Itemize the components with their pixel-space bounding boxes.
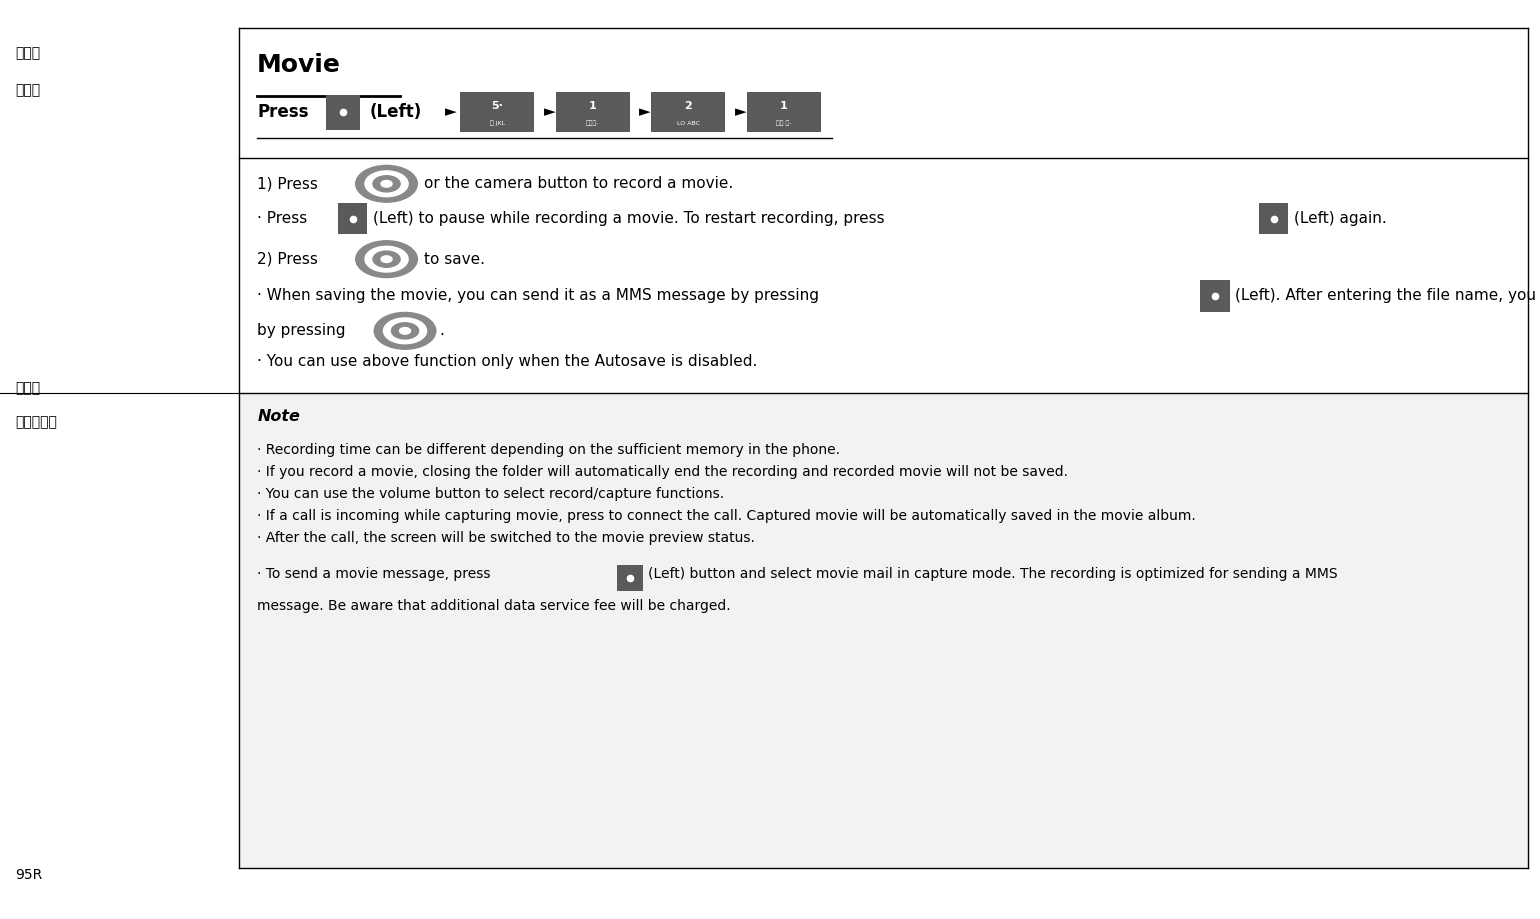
- Text: ►: ►: [544, 105, 556, 119]
- Circle shape: [374, 312, 436, 349]
- Text: 동영샘추영: 동영샘추영: [15, 415, 57, 429]
- FancyBboxPatch shape: [556, 92, 630, 132]
- Circle shape: [399, 327, 411, 335]
- FancyBboxPatch shape: [337, 203, 367, 234]
- Text: 95R: 95R: [15, 868, 43, 882]
- FancyBboxPatch shape: [326, 95, 360, 130]
- Text: · When saving the movie, you can send it as a MMS message by pressing: · When saving the movie, you can send it…: [257, 289, 819, 303]
- FancyBboxPatch shape: [651, 92, 725, 132]
- Circle shape: [380, 180, 393, 187]
- FancyBboxPatch shape: [239, 393, 1528, 868]
- Text: 동영상: 동영상: [15, 83, 40, 96]
- Text: to save.: to save.: [424, 252, 485, 267]
- Text: (Left) again.: (Left) again.: [1294, 211, 1386, 226]
- Text: (Left) button and select movie mail in capture mode. The recording is optimized : (Left) button and select movie mail in c…: [648, 567, 1338, 581]
- Text: LO ABC: LO ABC: [678, 120, 699, 126]
- Text: message. Be aware that additional data service fee will be charged.: message. Be aware that additional data s…: [257, 599, 732, 613]
- Text: · To send a movie message, press: · To send a movie message, press: [257, 567, 491, 581]
- Text: 2) Press: 2) Press: [257, 252, 319, 267]
- Text: 동영상: 동영상: [15, 381, 40, 395]
- FancyBboxPatch shape: [460, 92, 534, 132]
- Text: 1: 1: [779, 101, 788, 110]
- Text: (Left): (Left): [370, 103, 422, 121]
- Circle shape: [365, 246, 408, 272]
- Text: · Press: · Press: [257, 211, 308, 226]
- Text: by pressing: by pressing: [257, 323, 345, 338]
- Circle shape: [391, 323, 419, 339]
- Text: · If you record a movie, closing the folder will automatically end the recording: · If you record a movie, closing the fol…: [257, 465, 1069, 479]
- Circle shape: [365, 171, 408, 197]
- Text: 기구 음-: 기구 음-: [776, 120, 792, 126]
- Text: · You can use above function only when the Autosave is disabled.: · You can use above function only when t…: [257, 354, 758, 369]
- Circle shape: [383, 318, 427, 344]
- Text: 1) Press: 1) Press: [257, 176, 319, 191]
- Circle shape: [380, 255, 393, 263]
- Text: Press: Press: [257, 103, 308, 121]
- Text: 2: 2: [684, 101, 693, 110]
- Text: Movie: Movie: [257, 53, 340, 77]
- Text: · Recording time can be different depending on the sufficient memory in the phon: · Recording time can be different depend…: [257, 443, 841, 457]
- Text: · You can use the volume button to select record/capture functions.: · You can use the volume button to selec…: [257, 487, 724, 501]
- Circle shape: [356, 241, 417, 278]
- Text: 5·: 5·: [491, 101, 504, 110]
- Text: · After the call, the screen will be switched to the movie preview status.: · After the call, the screen will be swi…: [257, 531, 755, 545]
- Text: ►: ►: [445, 105, 457, 119]
- FancyBboxPatch shape: [1260, 203, 1289, 234]
- Text: · If a call is incoming while capturing movie, press to connect the call. Captur: · If a call is incoming while capturing …: [257, 509, 1197, 523]
- Text: 카메라: 카메라: [15, 46, 40, 60]
- FancyBboxPatch shape: [1201, 280, 1229, 312]
- Text: Note: Note: [257, 409, 300, 424]
- Text: or the camera button to record a movie.: or the camera button to record a movie.: [424, 176, 733, 191]
- Text: (Left) to pause while recording a movie. To restart recording, press: (Left) to pause while recording a movie.…: [373, 211, 884, 226]
- Circle shape: [356, 165, 417, 202]
- Text: 기구홉-: 기구홉-: [587, 120, 599, 126]
- Text: (Left). After entering the file name, you can save the movie: (Left). After entering the file name, yo…: [1235, 289, 1540, 303]
- Text: 1: 1: [588, 101, 598, 110]
- Text: ㄹ JKL: ㄹ JKL: [490, 120, 505, 126]
- FancyBboxPatch shape: [747, 92, 821, 132]
- Text: .: .: [439, 323, 444, 338]
- Text: ►: ►: [735, 105, 747, 119]
- Text: ►: ►: [639, 105, 651, 119]
- Circle shape: [373, 251, 400, 267]
- Circle shape: [373, 176, 400, 192]
- FancyBboxPatch shape: [616, 565, 644, 591]
